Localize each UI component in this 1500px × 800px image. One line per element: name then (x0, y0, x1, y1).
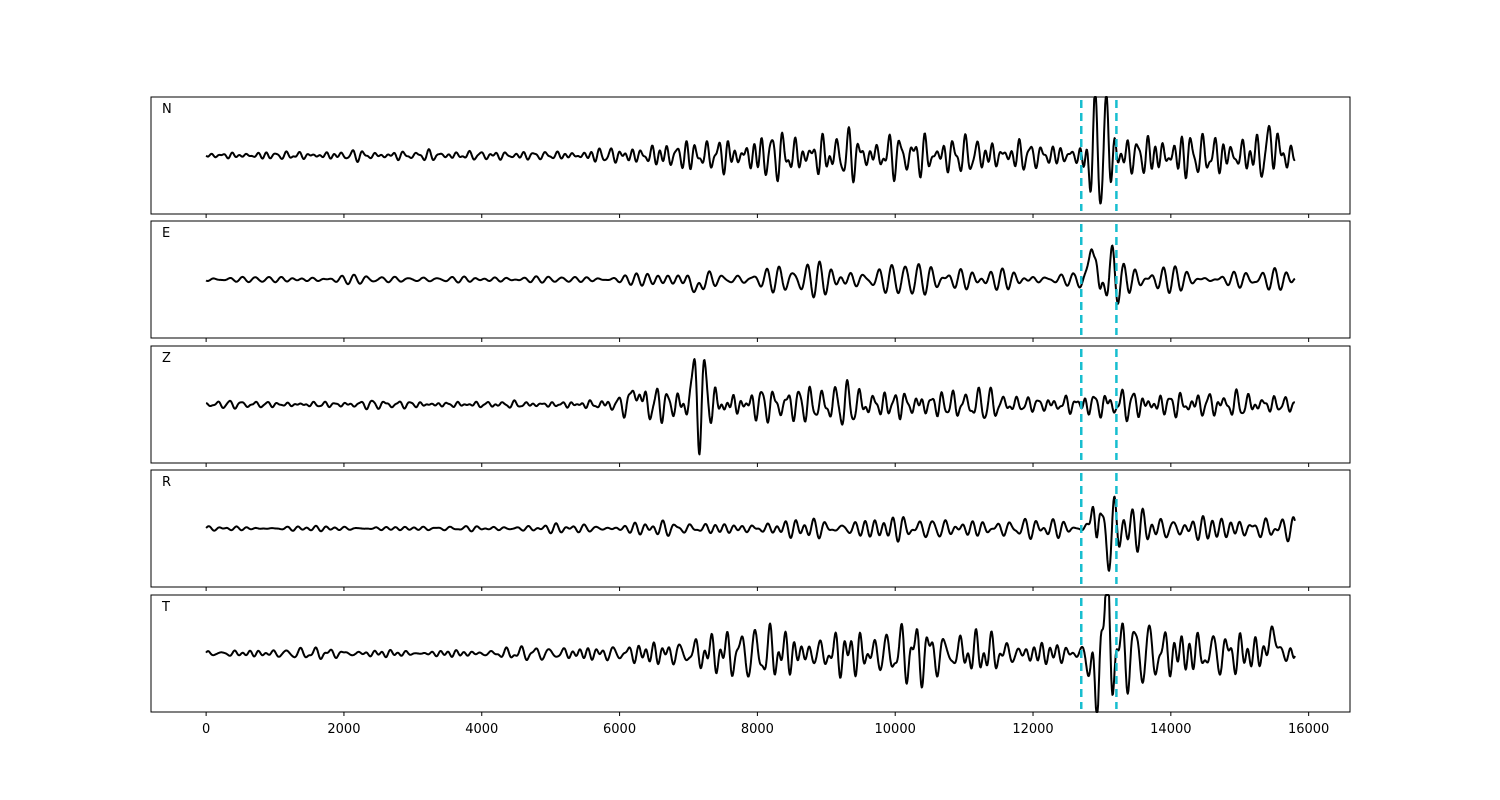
panel-frame (150, 469, 1351, 588)
panel-label: N (162, 102, 172, 117)
waveform-trace (205, 495, 1296, 572)
waveform-trace (205, 244, 1296, 305)
x-tick-label: 4000 (465, 722, 498, 737)
x-tick-label: 12000 (1012, 722, 1053, 737)
panel-label: T (161, 600, 170, 615)
waveform-trace (205, 358, 1296, 456)
x-tick-label: 6000 (603, 722, 636, 737)
panel-frame (150, 220, 1351, 339)
panel-z: Z (150, 345, 1351, 467)
panel-r: R (150, 469, 1351, 591)
panel-label: E (162, 226, 170, 241)
x-tick-label: 0 (202, 722, 210, 737)
x-tick-label: 10000 (875, 722, 916, 737)
panel-frame (150, 96, 1351, 215)
x-tick-label: 14000 (1150, 722, 1191, 737)
panel-e: E (150, 220, 1351, 342)
panel-t: T (150, 594, 1351, 716)
panel-frame (150, 594, 1351, 713)
x-axis: 0 2000 4000 6000 8000 10000 12000 14000 16000 (202, 722, 1329, 737)
x-tick-label: 16000 (1288, 722, 1329, 737)
panel-frame (150, 345, 1351, 464)
waveform-trace (205, 96, 1296, 205)
panel-label: R (162, 475, 171, 490)
panel-label: Z (162, 351, 171, 366)
x-tick-label: 2000 (327, 722, 360, 737)
x-tick-label: 8000 (741, 722, 774, 737)
panel-n: N (150, 96, 1351, 218)
waveform-trace (205, 594, 1296, 713)
panels: N E Z R T (150, 96, 1351, 716)
